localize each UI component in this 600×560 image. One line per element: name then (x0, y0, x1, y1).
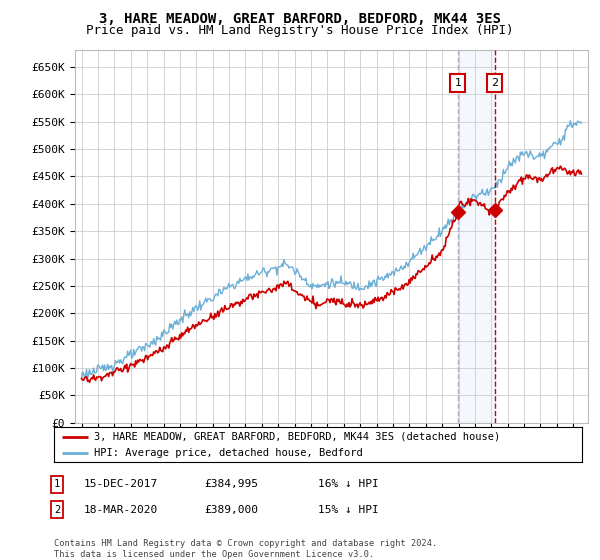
Text: 18-MAR-2020: 18-MAR-2020 (84, 505, 158, 515)
Bar (458, 50, 495, 423)
Text: Price paid vs. HM Land Registry's House Price Index (HPI): Price paid vs. HM Land Registry's House … (86, 24, 514, 36)
Text: 1: 1 (54, 479, 60, 489)
Text: 1: 1 (454, 78, 461, 88)
Text: HPI: Average price, detached house, Bedford: HPI: Average price, detached house, Bedf… (94, 447, 362, 458)
Text: 2: 2 (54, 505, 60, 515)
Text: 2: 2 (491, 78, 499, 88)
Text: £389,000: £389,000 (204, 505, 258, 515)
Text: 3, HARE MEADOW, GREAT BARFORD, BEDFORD, MK44 3ES: 3, HARE MEADOW, GREAT BARFORD, BEDFORD, … (99, 12, 501, 26)
Text: £384,995: £384,995 (204, 479, 258, 489)
Text: 3, HARE MEADOW, GREAT BARFORD, BEDFORD, MK44 3ES (detached house): 3, HARE MEADOW, GREAT BARFORD, BEDFORD, … (94, 432, 500, 442)
Text: 15% ↓ HPI: 15% ↓ HPI (318, 505, 379, 515)
Text: 16% ↓ HPI: 16% ↓ HPI (318, 479, 379, 489)
Text: 15-DEC-2017: 15-DEC-2017 (84, 479, 158, 489)
Text: Contains HM Land Registry data © Crown copyright and database right 2024.
This d: Contains HM Land Registry data © Crown c… (54, 539, 437, 559)
